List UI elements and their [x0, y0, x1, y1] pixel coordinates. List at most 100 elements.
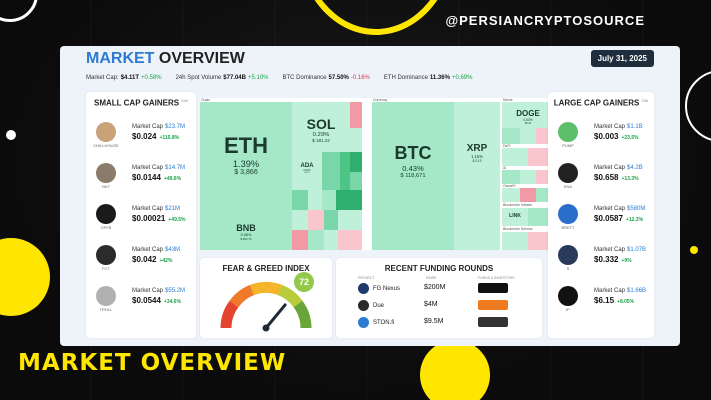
heatmap-tile-doge[interactable]: DOGE 0.63% $0.22	[502, 102, 554, 128]
price-value: $0.042	[132, 254, 157, 264]
heatmap-tile[interactable]	[350, 172, 362, 190]
heatmap-tile[interactable]	[502, 148, 528, 166]
heatmap-tile[interactable]	[308, 190, 322, 210]
stat-value: $4.11T	[120, 75, 140, 81]
coin-row[interactable]: S Market Cap $1.07B $0.332 +9%	[548, 235, 654, 276]
market-heatmap: ETH 1.39% $ 3,866 BNB 0.46% $ 803.76 SOL 0.29% $…	[200, 98, 554, 250]
fear-greed-title: FEAR & GREED INDEX	[222, 264, 310, 273]
project-name: FG Nexus	[373, 285, 401, 292]
coin-info: Market Cap $21M $0.00021 +49.5%	[132, 206, 185, 223]
coin-symbol: S	[566, 266, 570, 272]
coin-row[interactable]: CHILLHOUSE Market Cap $23.7M $0.024 +115.8%	[86, 112, 196, 153]
due-icon	[358, 300, 369, 311]
ston-fi-icon	[358, 317, 369, 328]
decor-dot	[0, 238, 50, 316]
coin-row[interactable]: FCT Market Cap $43M $0.042 +42%	[86, 235, 196, 276]
heatmap-tile[interactable]	[502, 188, 520, 202]
heatmap-tile[interactable]	[336, 190, 362, 210]
col-raise: RAISE	[426, 276, 437, 280]
heatmap-group-label: Blockchain Service	[503, 227, 533, 231]
heatmap-tile[interactable]	[520, 128, 536, 144]
coin-row[interactable]: OFFB Market Cap $21M $0.00021 +49.5%	[86, 194, 196, 235]
market-cap-label: Market Cap	[594, 123, 626, 130]
market-overview-panel: MARKET OVERVIEW July 31, 2025 Market Cap…	[60, 46, 680, 346]
coin-row[interactable]: IP Market Cap $1.66B $6.15 +8.05%	[548, 276, 654, 317]
coin-row[interactable]: TROLL Market Cap $55.2M $0.0544 +34.6%	[86, 276, 196, 317]
heatmap-tile-eth[interactable]: ETH 1.39% $ 3,866	[200, 102, 292, 212]
heatmap-tile[interactable]	[308, 210, 324, 230]
funding-row[interactable]: Due	[358, 300, 384, 311]
market-cap-value: $23.7M	[165, 123, 186, 130]
heatmap-tile[interactable]	[502, 232, 528, 250]
market-cap-value: $1.1B	[627, 123, 643, 130]
tile-change: 0.63%	[523, 118, 533, 123]
market-cap-value: $21M	[165, 205, 181, 212]
heatmap-tile[interactable]	[322, 152, 340, 190]
gauge-hub	[262, 324, 270, 332]
heatmap-tile-xrp[interactable]: XRP 1.15% $ 3.13	[454, 102, 500, 250]
brett-icon: BRETT	[558, 204, 578, 230]
gauge-segment	[229, 284, 255, 308]
heatmap-tile-link[interactable]: LINK	[502, 208, 528, 226]
stat-label: BTC Dominance	[282, 75, 327, 81]
market-cap-value: $580M	[627, 205, 646, 212]
heatmap-tile-sol[interactable]: SOL 0.29% $ 181.22	[292, 102, 350, 152]
coin-row[interactable]: PUMP Market Cap $1.1B $0.003 +23.5%	[548, 112, 654, 153]
heatmap-tile[interactable]	[350, 152, 362, 172]
price-change: +42%	[159, 257, 173, 264]
pill-icon: PUMP	[558, 122, 578, 148]
stat-label: ETH Dominance	[383, 75, 428, 81]
heatmap-tile-ada[interactable]: ADA 0.60% $0.78	[292, 152, 322, 190]
heatmap-tile[interactable]	[502, 170, 520, 184]
market-cap: Market Cap $580M	[594, 206, 645, 212]
heatmap-tile[interactable]	[292, 230, 308, 250]
heatmap-tile[interactable]	[350, 102, 362, 128]
coin-row[interactable]: NKT Market Cap $14.7M $0.0144 +49.6%	[86, 153, 196, 194]
heatmap-tile[interactable]	[324, 210, 338, 230]
decor-ring	[685, 70, 711, 142]
coin-row[interactable]: BRETT Market Cap $580M $0.0587 +12.3%	[548, 194, 654, 235]
heatmap-tile[interactable]	[350, 128, 362, 152]
market-cap: Market Cap $1.07B	[594, 247, 646, 253]
title-word-1: MARKET	[86, 50, 155, 67]
small-cap-gainers-card: SMALL CAP GAINERS 24h CHILLHOUSE Market C…	[86, 92, 196, 338]
price-value: $0.0144	[132, 172, 161, 182]
small-cap-title-text: SMALL CAP GAINERS	[94, 98, 180, 108]
coin-row[interactable]: ENA Market Cap $4.2B $0.658 +13.3%	[548, 153, 654, 194]
tile-symbol: ETH	[224, 132, 268, 158]
heatmap-tile[interactable]	[528, 232, 554, 250]
coin-symbol: TROLL	[99, 307, 113, 313]
heatmap-tile[interactable]	[322, 190, 336, 210]
heatmap-tile[interactable]	[520, 188, 536, 202]
large-cap-list: PUMP Market Cap $1.1B $0.003 +23.5% ENA Market…	[548, 112, 654, 317]
heatmap-tile[interactable]	[292, 190, 308, 210]
heatmap-tile[interactable]	[338, 210, 362, 230]
decor-ring	[296, 0, 456, 35]
heatmap-tile[interactable]	[292, 210, 308, 230]
gauge-segment	[293, 300, 312, 329]
tile-price: $ 3.13	[472, 159, 482, 164]
funding-row[interactable]: STON.fi	[358, 317, 394, 328]
coin-info: Market Cap $55.2M $0.0544 +34.6%	[132, 288, 185, 305]
heatmap-tile[interactable]	[520, 170, 536, 184]
heatmap-tile[interactable]	[338, 230, 362, 250]
heatmap-tile[interactable]	[502, 128, 520, 144]
heatmap-tile[interactable]	[340, 152, 350, 190]
investor-logo	[478, 317, 508, 327]
date-badge: July 31, 2025	[590, 50, 654, 67]
stat-change: +5.10%	[247, 75, 269, 81]
funding-row[interactable]: FG Nexus	[358, 283, 400, 294]
stat-value: 11.36%	[429, 75, 450, 81]
heatmap-tile-btc[interactable]: BTC 0.43% $ 118,671	[372, 102, 454, 250]
large-cap-gainers-card: LARGE CAP GAINERS 24h PUMP Market Cap $1.1…	[548, 92, 654, 338]
heatmap-tile[interactable]	[528, 148, 554, 166]
heatmap-tile[interactable]	[528, 208, 554, 226]
market-cap: Market Cap $4.2B	[594, 165, 643, 171]
sonic-icon: S	[558, 245, 578, 271]
heatmap-tile-bnb[interactable]: BNB 0.46% $ 803.76	[200, 212, 292, 250]
heatmap-tile[interactable]	[324, 230, 338, 250]
market-cap-label: Market Cap	[132, 246, 164, 253]
price-value: $0.024	[132, 131, 157, 141]
heatmap-tile[interactable]	[308, 230, 324, 250]
